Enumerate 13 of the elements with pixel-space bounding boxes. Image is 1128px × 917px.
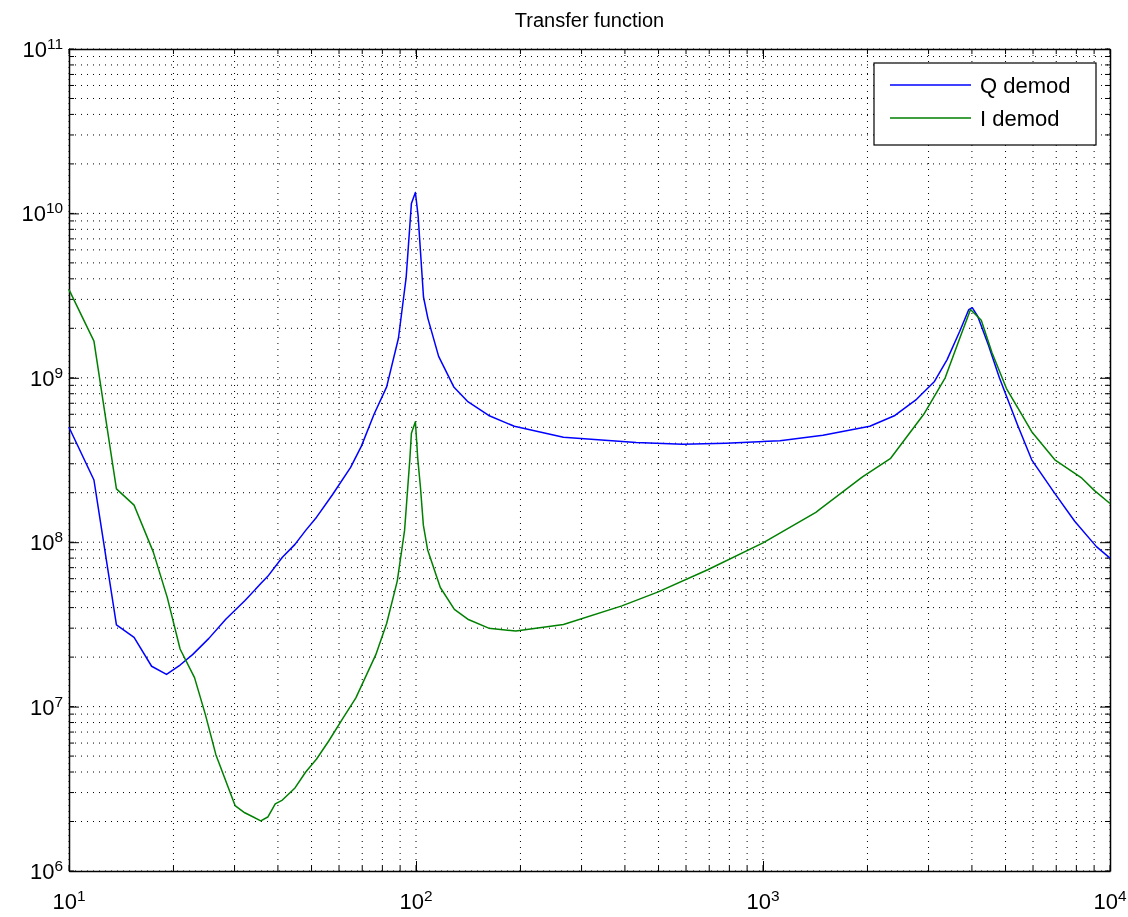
y-tick-label: 10$^{10}$ — [21, 198, 63, 227]
y-tick-label: 10$^{6}$ — [29, 856, 63, 884]
y-tick-label: 10$^{11}$ — [22, 34, 63, 62]
x-tick-label: 10$^{2}$ — [399, 886, 433, 914]
y-tick-label: 10$^{8}$ — [29, 527, 63, 556]
legend-label: I demod — [980, 106, 1060, 131]
legend-label: Q demod — [980, 73, 1071, 98]
y-tick-label: 10$^{7}$ — [29, 692, 63, 720]
x-tick-label: 10$^{4}$ — [1093, 886, 1127, 914]
x-tick-label: 10$^{1}$ — [52, 886, 86, 914]
x-tick-label: 10$^{3}$ — [746, 886, 780, 914]
chart-title: Transfer function — [514, 9, 665, 31]
y-tick-label: 10$^{9}$ — [29, 363, 63, 391]
